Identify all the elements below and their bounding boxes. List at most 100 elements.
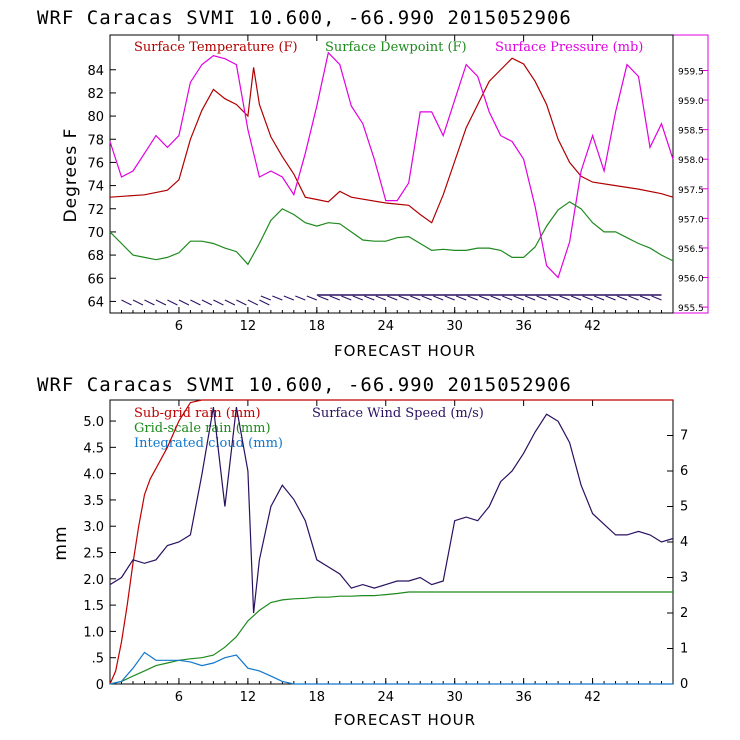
- wind-barb: [375, 295, 386, 301]
- y-tick-label: 74: [87, 180, 104, 195]
- y2-tick-label: 959.0: [678, 97, 704, 107]
- y2-tick-label: 957.0: [678, 215, 704, 225]
- y2-tick-label: 959.5: [678, 67, 704, 77]
- y2-tick-label: 955.5: [678, 304, 704, 314]
- x-tick-label: 18: [309, 690, 326, 705]
- series-line-surface-wind-speed-m-s: [109, 406, 674, 614]
- upper-x-axis-label: FORECAST HOUR: [334, 342, 476, 360]
- y-tick-label: 72: [87, 203, 104, 218]
- wind-barb: [421, 295, 432, 301]
- y2-tick-label: 7: [680, 429, 688, 444]
- wind-barbs: [121, 294, 662, 306]
- legend-temperature: Surface Temperature (F): [134, 40, 298, 55]
- wind-barb: [283, 295, 295, 301]
- y2-tick-label: 956.0: [678, 275, 704, 285]
- wind-barb: [478, 295, 490, 301]
- y-tick-label: 76: [87, 156, 104, 171]
- wind-barb: [651, 295, 662, 301]
- y-tick-label: 3.5: [83, 494, 104, 509]
- y2-tick-label: 956.5: [678, 245, 704, 255]
- y-tick-label: 3.0: [83, 520, 104, 535]
- y2-tick-label: 2: [680, 606, 688, 621]
- y2-tick-label: 5: [680, 500, 688, 515]
- wind-barb: [132, 299, 144, 306]
- wind-barb: [259, 299, 270, 306]
- x-tick-label: 24: [377, 690, 394, 705]
- wind-barb: [605, 295, 616, 301]
- wind-barb: [306, 295, 318, 301]
- wind-barb: [536, 295, 547, 301]
- y-tick-label: 4.5: [83, 441, 104, 456]
- y2-tick-label: 6: [680, 464, 688, 479]
- wind-barb: [318, 295, 329, 301]
- wind-barb: [433, 295, 444, 301]
- y-tick-label: 78: [87, 133, 104, 148]
- wind-barb: [513, 295, 524, 301]
- y-tick-label: 84: [87, 64, 104, 79]
- wind-barb: [490, 295, 501, 301]
- wind-barb: [213, 299, 224, 306]
- wind-barb: [178, 299, 190, 306]
- wind-barb: [387, 295, 398, 301]
- wind-barb: [444, 295, 455, 301]
- upper-plot-frame: [109, 34, 674, 314]
- x-tick-label: 6: [175, 690, 183, 705]
- wind-barb: [410, 295, 421, 301]
- lower-y-axis-label: mm: [51, 525, 71, 560]
- x-tick-label: 36: [515, 690, 532, 705]
- wind-barb: [398, 295, 409, 301]
- legend-dewpoint: Surface Dewpoint (F): [325, 40, 467, 55]
- series-line-integrated-cloud-mm: [109, 651, 673, 685]
- wind-barb: [236, 299, 247, 306]
- wind-barb: [639, 295, 651, 301]
- wind-barb: [467, 295, 478, 301]
- upper-chart-title: WRF Caracas SVMI 10.600, -66.990 2015052…: [37, 7, 572, 29]
- series-line-surface-dewpoint-f: [109, 201, 674, 266]
- y-tick-label: 82: [87, 87, 104, 102]
- wind-barb: [570, 295, 582, 301]
- x-tick-label: 30: [446, 319, 463, 334]
- wind-barb: [364, 295, 375, 301]
- wind-barb: [616, 295, 628, 301]
- y-tick-label: 70: [87, 226, 104, 241]
- wind-barb: [190, 299, 201, 306]
- y-tick-label: 1.5: [83, 599, 104, 614]
- wind-barb: [247, 299, 259, 306]
- x-tick-label: 12: [240, 319, 257, 334]
- y-tick-label: 4.0: [83, 468, 104, 483]
- upper-y-axis-label: Degrees F: [61, 128, 81, 223]
- y2-tick-label: 4: [680, 535, 688, 550]
- wind-barb: [501, 295, 513, 301]
- lower-x-axis-label: FORECAST HOUR: [334, 711, 476, 729]
- wind-barb: [582, 295, 593, 301]
- series-line-sub-grid-rain-mm: [109, 399, 673, 685]
- wind-barb: [628, 295, 639, 301]
- y-tick-label: 0: [96, 678, 104, 693]
- wind-barb: [260, 295, 272, 301]
- x-tick-label: 36: [515, 319, 532, 334]
- x-tick-label: 42: [584, 319, 601, 334]
- legend-wind-speed: Surface Wind Speed (m/s): [312, 406, 484, 421]
- y-tick-label: 66: [87, 272, 104, 287]
- y-tick-label: 5.0: [83, 415, 104, 430]
- wind-barb: [455, 295, 467, 301]
- y2-tick-label: 1: [680, 642, 688, 657]
- series-line-surface-temperature-f: [109, 57, 674, 224]
- y-tick-label: 2.0: [83, 573, 104, 588]
- y2-tick-label: 0: [680, 677, 688, 692]
- wind-barb: [144, 299, 155, 306]
- wind-barb: [352, 295, 363, 301]
- upper-pressure-frame: [109, 34, 709, 314]
- y-tick-label: 68: [87, 249, 104, 264]
- x-tick-label: 6: [175, 319, 183, 334]
- wind-barb: [559, 295, 570, 301]
- wind-barb: [329, 295, 340, 301]
- y-tick-label: 64: [87, 295, 104, 310]
- wind-barb: [155, 299, 167, 306]
- wind-barb: [593, 295, 605, 301]
- wind-barb: [547, 295, 559, 301]
- y2-tick-label: 3: [680, 571, 688, 586]
- lower-chart-title: WRF Caracas SVMI 10.600, -66.990 2015052…: [37, 374, 572, 396]
- y-tick-label: 1.0: [83, 625, 104, 640]
